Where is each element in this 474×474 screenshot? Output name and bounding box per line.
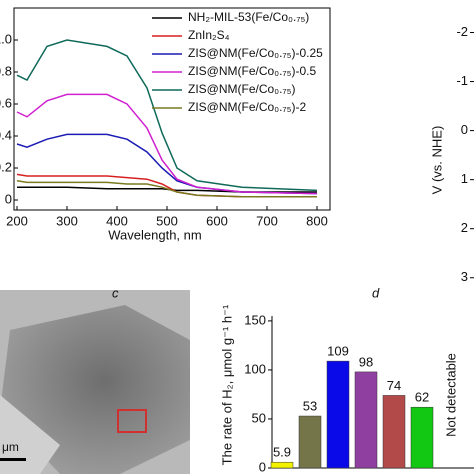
- y-tick-label: 0.2: [0, 159, 12, 174]
- legend-label: ZIS@NM(Fe/Co₀.₇₅): [188, 82, 295, 96]
- legend-label: ZnIn₂S₄: [188, 28, 230, 42]
- bar: [382, 395, 406, 469]
- y-tick-label: 0: [5, 191, 12, 206]
- y-tick-label: 0.6: [0, 95, 12, 110]
- bar: [298, 415, 322, 469]
- y-axis-label: V (vs. NHE): [429, 126, 444, 195]
- x-axis-label: Wavelength, nm: [108, 227, 201, 242]
- x-tick-label: 700: [256, 213, 278, 228]
- legend-label: ZIS@NM(Fe/Co₀.₇₅)-2: [188, 100, 306, 114]
- legend-label: ZIS@NM(Fe/Co₀.₇₅)-0.5: [188, 64, 316, 78]
- panel-label: c: [112, 285, 119, 300]
- highlight-box: [117, 409, 147, 433]
- y-tick-label: 0.8: [0, 63, 12, 78]
- value-label: 74: [387, 378, 401, 393]
- y-tick-label: 150: [244, 312, 266, 327]
- x-tick-label: 500: [156, 213, 178, 228]
- line-series: [16, 173, 317, 198]
- y-tick-label: 100: [244, 361, 266, 376]
- value-label: 5.9: [273, 445, 291, 460]
- line-series: [16, 39, 318, 192]
- legend-label: NH₂-MIL-53(Fe/Co₀.₇₅): [188, 10, 309, 24]
- y-tick-label: 3: [461, 269, 468, 284]
- bar: [410, 406, 434, 469]
- value-label: 62: [415, 390, 429, 405]
- bar: [354, 371, 378, 469]
- line-series: [16, 93, 318, 195]
- line-series: [16, 180, 317, 198]
- y-tick-label: 0: [259, 459, 266, 474]
- value-label: 109: [327, 344, 349, 359]
- x-tick-label: 300: [56, 213, 78, 228]
- line-series: [17, 186, 317, 193]
- y-tick-label: 50: [252, 410, 266, 425]
- y-tick-label: -2: [456, 24, 468, 39]
- y-tick-label: 0: [461, 122, 468, 137]
- panel-label: d: [372, 285, 380, 300]
- legend-label: ZIS@NM(Fe/Co₀.₇₅)-0.25: [188, 46, 323, 60]
- bar: [270, 461, 294, 469]
- y-tick-label: 2: [461, 220, 468, 235]
- value-label: 53: [303, 398, 317, 413]
- y-axis-label: The rate of H₂, μmol g⁻¹ h⁻¹: [219, 304, 234, 465]
- x-tick-label: 600: [206, 213, 228, 228]
- y-tick-label: -1: [456, 73, 468, 88]
- plot-frame: [13, 7, 331, 211]
- annotation: Not detectable: [443, 353, 458, 437]
- x-tick-label: 400: [106, 213, 128, 228]
- scale-bar-label: μm: [2, 440, 19, 454]
- tem-flake-edge: [0, 395, 60, 474]
- x-tick-label: 200: [6, 213, 28, 228]
- scale-bar: [0, 458, 26, 461]
- x-tick-label: 800: [306, 213, 328, 228]
- y-tick-label: 0.4: [0, 127, 12, 142]
- y-tick-label: 1.0: [0, 31, 12, 46]
- value-label: 98: [359, 354, 373, 369]
- y-tick-label: 1: [461, 171, 468, 186]
- bar: [326, 360, 350, 469]
